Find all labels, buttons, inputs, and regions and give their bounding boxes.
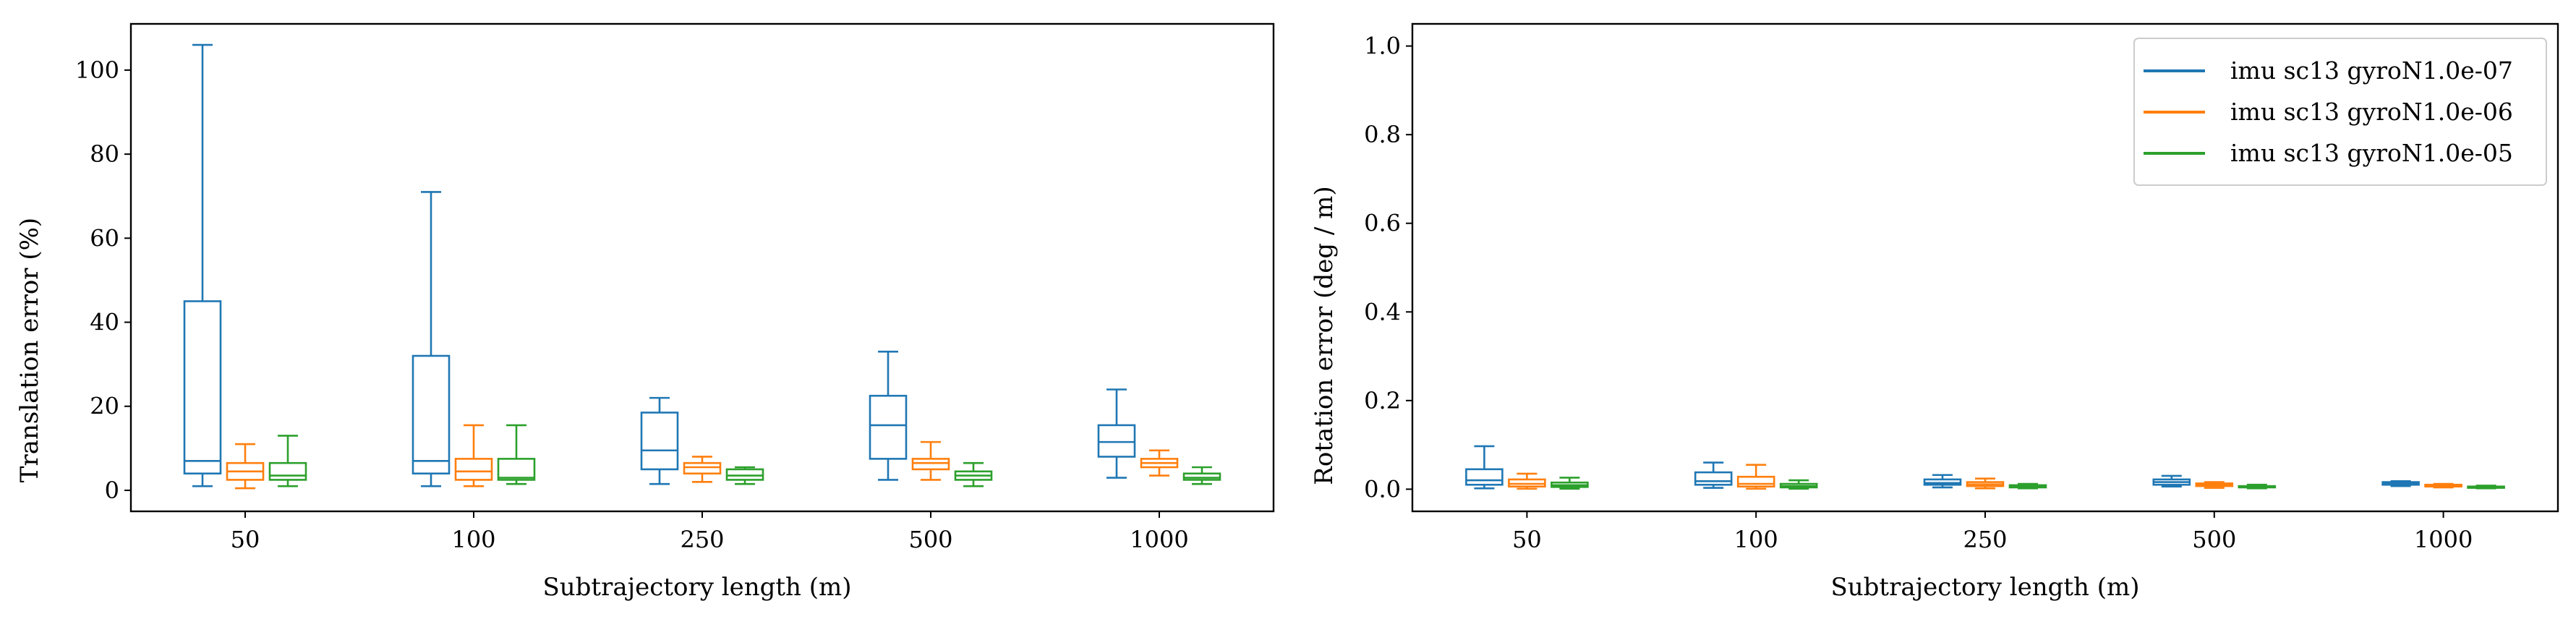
box-3-1000 bbox=[1182, 466, 1221, 485]
y-tick-label: 0.8 bbox=[1364, 121, 1401, 148]
box-3-500 bbox=[954, 461, 993, 487]
legend-frame bbox=[2133, 38, 2547, 186]
left-x-axis-label: Subtrajectory length (m) bbox=[542, 573, 851, 602]
y-tick-label: 0 bbox=[105, 477, 119, 504]
legend-entry-label: imu sc13 gyroN1.0e-07 bbox=[2230, 56, 2513, 85]
iqr-box bbox=[725, 468, 764, 481]
box-1-250 bbox=[1923, 474, 1962, 489]
x-tick-label: 50 bbox=[231, 526, 260, 553]
box-3-50 bbox=[1551, 477, 1589, 490]
box-1-50 bbox=[183, 43, 222, 487]
box-1-100 bbox=[1694, 461, 1733, 489]
legend-entry-label: imu sc13 gyroN1.0e-06 bbox=[2230, 98, 2513, 126]
box-2-100 bbox=[1736, 464, 1775, 490]
y-tick-label: 100 bbox=[75, 56, 119, 84]
y-tick-label: 60 bbox=[90, 224, 119, 252]
y-tick-label: 0.4 bbox=[1364, 298, 1401, 325]
box-2-250 bbox=[683, 456, 722, 483]
x-tick-label: 250 bbox=[680, 526, 724, 553]
x-tick-label: 1000 bbox=[1130, 526, 1188, 553]
y-tick-label: 0.6 bbox=[1364, 210, 1401, 237]
iqr-box bbox=[1736, 475, 1775, 487]
iqr-box bbox=[1182, 472, 1221, 481]
x-tick-label: 100 bbox=[1734, 526, 1778, 553]
box-2-1000 bbox=[2424, 482, 2462, 489]
y-tick-label: 0.0 bbox=[1364, 475, 1401, 503]
box-2-50 bbox=[1508, 472, 1546, 490]
y-tick-label: 0.2 bbox=[1364, 387, 1401, 414]
box-1-50 bbox=[1465, 445, 1504, 490]
box-3-500 bbox=[2238, 483, 2277, 490]
iqr-box bbox=[1694, 471, 1733, 486]
iqr-box bbox=[411, 354, 451, 475]
iqr-box bbox=[497, 458, 536, 481]
x-tick-label: 500 bbox=[2192, 526, 2236, 553]
iqr-box bbox=[640, 412, 679, 471]
box-2-100 bbox=[454, 424, 493, 487]
box-2-500 bbox=[911, 440, 950, 481]
box-2-50 bbox=[226, 443, 265, 490]
box-2-250 bbox=[1966, 477, 2005, 490]
right-y-axis-label: Rotation error (deg / m) bbox=[1310, 186, 1339, 485]
x-tick-label: 50 bbox=[1512, 526, 1542, 553]
left-y-axis-label: Translation error (%) bbox=[15, 218, 44, 482]
box-1-100 bbox=[411, 191, 451, 487]
box-3-250 bbox=[725, 466, 764, 485]
right-x-axis-label: Subtrajectory length (m) bbox=[1830, 573, 2139, 602]
iqr-box bbox=[869, 394, 908, 460]
box-3-1000 bbox=[2467, 485, 2505, 490]
rotation-error-plot: Rotation error (deg / m) Subtrajectory l… bbox=[1310, 22, 2559, 602]
iqr-box bbox=[268, 461, 307, 481]
box-1-1000 bbox=[2381, 480, 2420, 487]
x-tick-label: 500 bbox=[908, 526, 952, 553]
box-3-100 bbox=[497, 424, 536, 485]
box-1-1000 bbox=[1097, 388, 1136, 479]
iqr-box bbox=[911, 458, 950, 471]
y-tick-label: 20 bbox=[90, 393, 119, 420]
plot-frame bbox=[129, 22, 1275, 513]
box-2-1000 bbox=[1140, 449, 1179, 477]
box-3-100 bbox=[1779, 479, 1818, 490]
box-1-250 bbox=[640, 396, 679, 485]
translation-error-plot: Translation error (%) Subtrajectory leng… bbox=[15, 22, 1275, 602]
box-1-500 bbox=[869, 350, 908, 481]
box-3-250 bbox=[2008, 482, 2047, 490]
legend: imu sc13 gyroN1.0e-07 imu sc13 gyroN1.0e-… bbox=[2133, 38, 2547, 186]
box-2-500 bbox=[2195, 481, 2234, 489]
y-tick-label: 80 bbox=[90, 140, 119, 168]
legend-entry-label: imu sc13 gyroN1.0e-05 bbox=[2230, 139, 2513, 167]
x-tick-label: 100 bbox=[451, 526, 495, 553]
iqr-box bbox=[183, 300, 222, 475]
y-tick-label: 1.0 bbox=[1364, 33, 1401, 60]
box-3-50 bbox=[268, 435, 307, 487]
y-tick-label: 40 bbox=[90, 309, 119, 336]
iqr-box bbox=[454, 458, 493, 481]
iqr-box bbox=[1097, 424, 1136, 458]
iqr-box bbox=[683, 461, 722, 475]
iqr-box bbox=[1465, 468, 1504, 486]
x-tick-label: 1000 bbox=[2414, 526, 2473, 553]
box-1-500 bbox=[2152, 474, 2191, 487]
x-tick-label: 250 bbox=[1963, 526, 2007, 553]
